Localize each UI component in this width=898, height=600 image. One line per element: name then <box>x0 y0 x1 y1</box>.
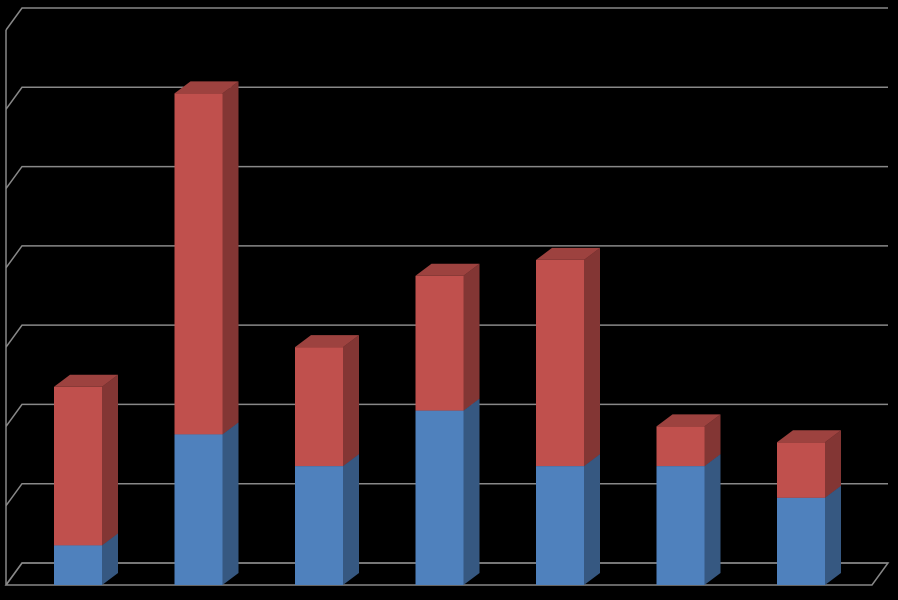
bar-front <box>415 410 464 585</box>
bar-top <box>536 247 600 260</box>
bar-top <box>415 263 480 276</box>
bar-side <box>704 454 721 585</box>
bar-side <box>584 454 600 585</box>
bar-side <box>463 398 480 585</box>
bar-side <box>222 422 239 585</box>
bar-side <box>584 247 600 467</box>
bar-front <box>656 426 705 467</box>
bar-front <box>54 545 102 585</box>
bar-front <box>54 386 102 546</box>
bar-side <box>102 533 118 585</box>
bar-side <box>343 454 359 585</box>
bar-side <box>704 414 721 467</box>
bar-front <box>777 442 825 498</box>
bar-top <box>656 414 721 427</box>
bar-front <box>536 259 584 467</box>
bar-top <box>295 335 359 348</box>
bar-front <box>415 275 464 411</box>
grid-line <box>5 7 888 31</box>
bar-front <box>295 347 343 467</box>
bar-front <box>174 434 223 585</box>
grid-line <box>5 245 888 269</box>
bar-side <box>825 430 841 498</box>
bar-side <box>343 335 359 467</box>
bar-top <box>777 430 841 443</box>
bar-front <box>536 466 584 585</box>
bar-front <box>174 93 223 435</box>
bar-top <box>54 374 118 387</box>
bar-front <box>656 466 705 585</box>
bar-top <box>174 81 239 94</box>
bar-side <box>102 374 118 546</box>
bar-front <box>295 466 343 585</box>
bar-side <box>825 485 841 585</box>
grid-line <box>5 86 888 110</box>
grid-line <box>5 165 888 190</box>
bar-side <box>222 81 239 435</box>
bar-side <box>463 263 480 411</box>
bar-front <box>777 497 825 585</box>
